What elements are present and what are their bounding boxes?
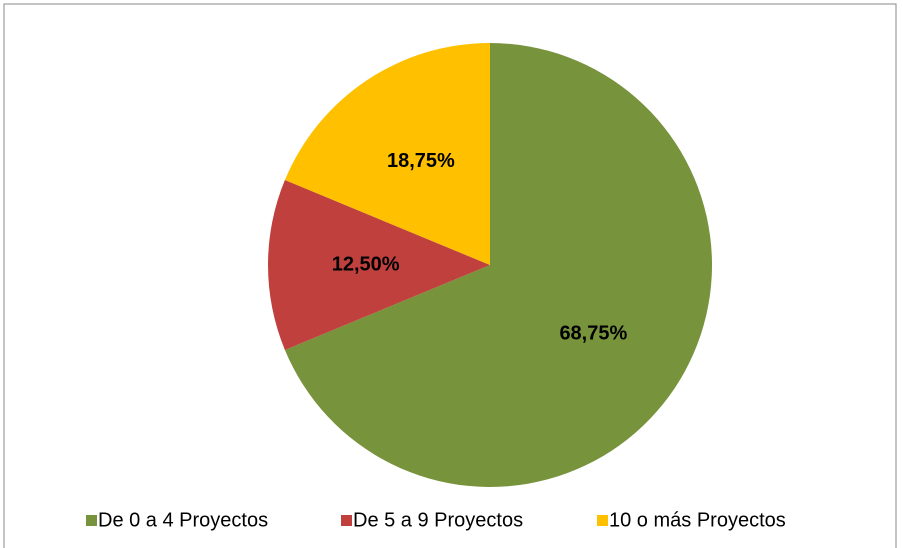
pie-slice (284, 42, 490, 265)
data-label: 68,75% (559, 322, 627, 344)
pie-slice (284, 43, 712, 487)
legend-label: De 0 a 4 Proyectos (98, 509, 268, 531)
legend-label: 10 o más Proyectos (609, 509, 786, 531)
legend-label: De 5 a 9 Proyectos (353, 509, 523, 531)
legend-swatch (341, 515, 352, 526)
legend-swatch (597, 515, 608, 526)
legend-swatch (86, 515, 97, 526)
data-label: 18,75% (387, 150, 455, 172)
data-label: 12,50% (332, 253, 400, 275)
pie-slice (268, 180, 490, 350)
